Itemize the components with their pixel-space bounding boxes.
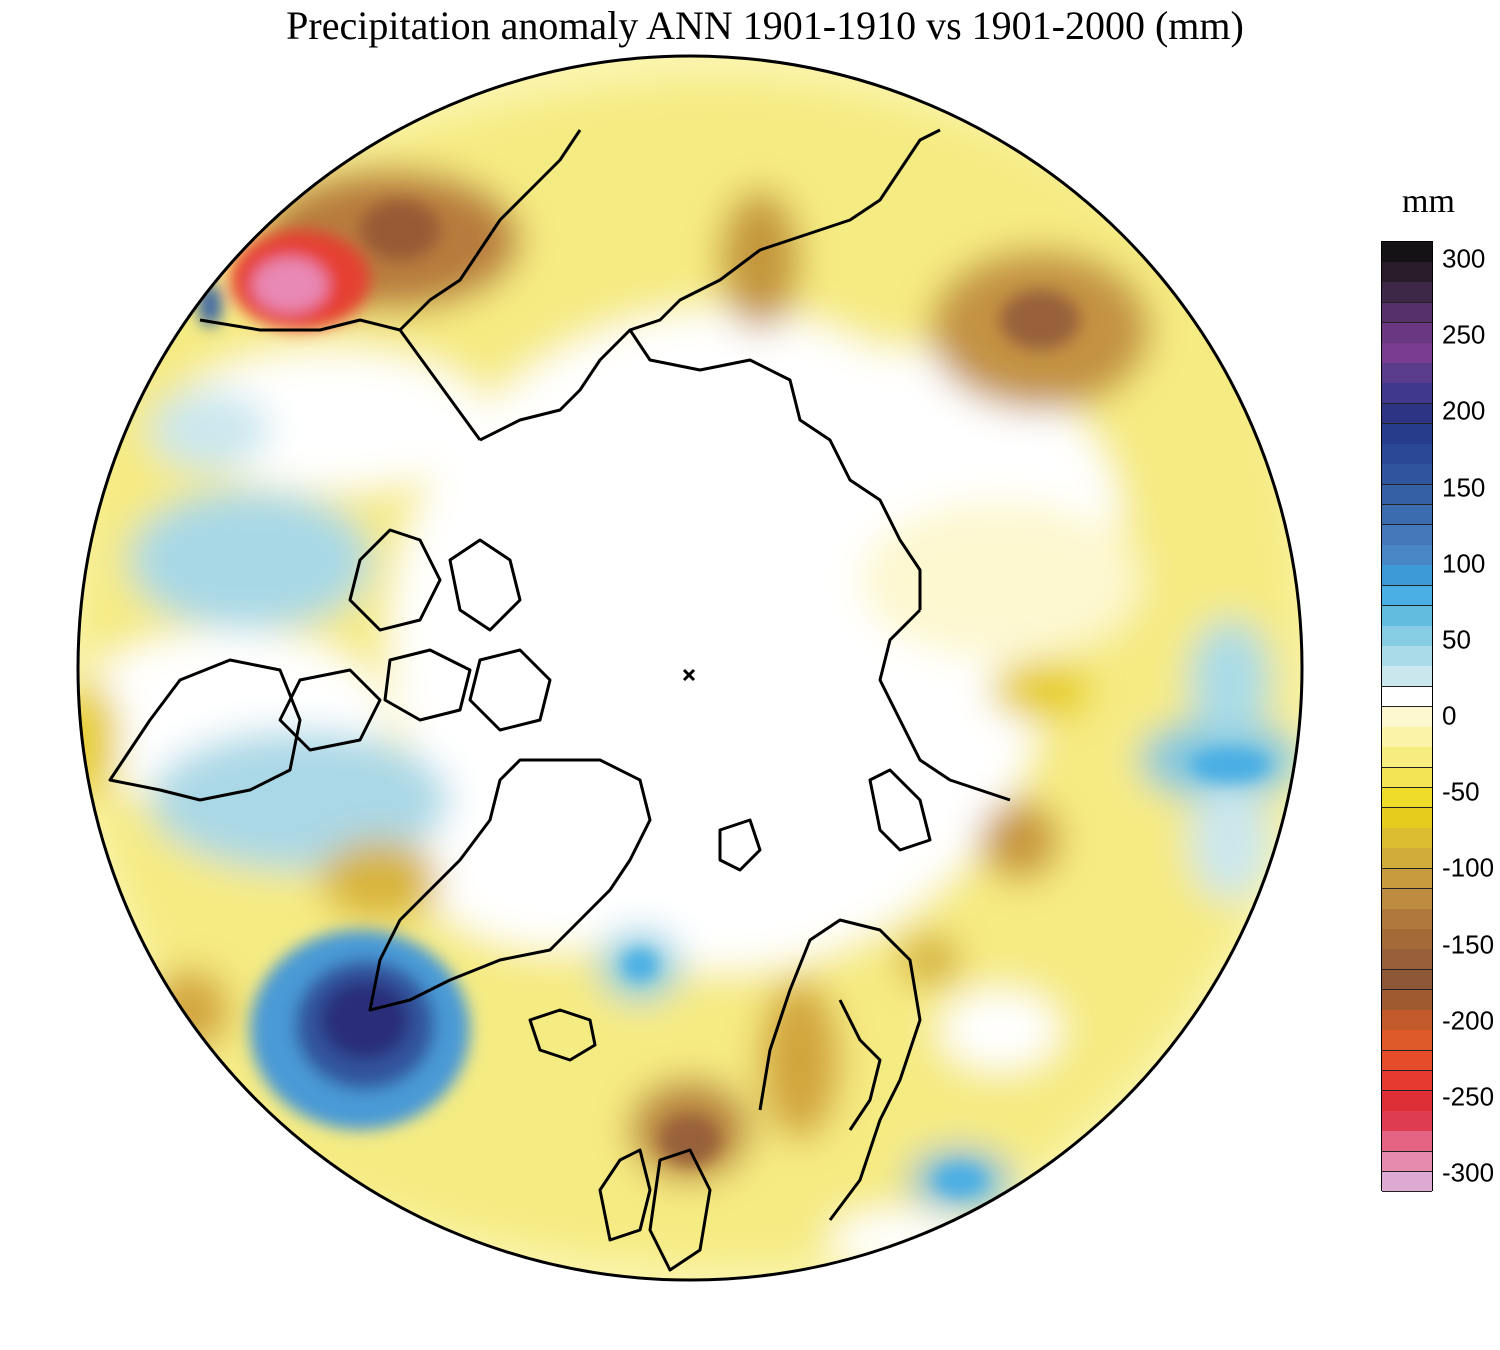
colorbar-segment (1382, 363, 1432, 384)
anomaly-field (78, 56, 1302, 1280)
colorbar-segment (1382, 262, 1432, 283)
colorbar-tick-label: -300 (1442, 1157, 1495, 1188)
colorbar-segment (1382, 383, 1432, 405)
colorbar-segment (1382, 848, 1432, 870)
colorbar-segment (1382, 282, 1432, 304)
colorbar-segment (1382, 605, 1432, 627)
colorbar-segment (1382, 1090, 1432, 1112)
map-title: Precipitation anomaly ANN 1901-1910 vs 1… (286, 3, 1244, 48)
colorbar-segment (1382, 1171, 1432, 1193)
colorbar-tick-label: 250 (1442, 319, 1486, 350)
colorbar-segment (1382, 322, 1432, 344)
colorbar-segment (1382, 1070, 1432, 1092)
colorbar-segment (1382, 767, 1432, 789)
map-boundary (76, 54, 1304, 1282)
colorbar-segment (1382, 1010, 1432, 1031)
colorbar-segment (1382, 444, 1432, 465)
colorbar-segment (1382, 1050, 1432, 1072)
colorbar-tick-label: 200 (1442, 395, 1486, 426)
colorbar-segment (1382, 343, 1432, 364)
colorbar-segment (1382, 666, 1432, 688)
colorbar-segment (1382, 242, 1432, 263)
colorbar-tick-label: -200 (1442, 1005, 1495, 1036)
coastlines (108, 128, 1011, 1272)
colorbar-segment (1382, 929, 1432, 950)
colorbar-tick-label: 100 (1442, 548, 1486, 579)
colorbar-segment (1382, 423, 1432, 445)
colorbar-segment (1382, 646, 1432, 667)
colorbar-tick-label: 0 (1442, 700, 1457, 731)
colorbar-segment (1382, 1151, 1432, 1173)
colorbar-segment (1382, 1030, 1432, 1051)
colorbar-segment (1382, 727, 1432, 748)
colorbar-segment (1382, 484, 1432, 506)
colorbar-tick-label: 150 (1442, 472, 1486, 502)
colorbar (1381, 241, 1433, 1193)
colorbar-segment (1382, 909, 1432, 930)
colorbar-tick-label: 300 (1442, 243, 1486, 274)
colorbar-segment (1382, 545, 1432, 566)
colorbar-segment (1382, 828, 1432, 849)
colorbar-segment (1382, 302, 1432, 324)
colorbar-segment (1382, 706, 1432, 728)
colorbar-segment (1382, 807, 1432, 829)
colorbar-segment (1382, 868, 1432, 890)
colorbar-segment (1382, 747, 1432, 769)
colorbar-segment (1382, 989, 1432, 1011)
colorbar-segment (1382, 504, 1432, 526)
colorbar-segment (1382, 524, 1432, 546)
colorbar-segment (1382, 403, 1432, 425)
colorbar-tick-label: -100 (1442, 852, 1495, 883)
colorbar-segment (1382, 565, 1432, 587)
colorbar-segment (1382, 686, 1432, 708)
colorbar-segment (1382, 1131, 1432, 1153)
colorbar-segment (1382, 888, 1432, 910)
colorbar-segment (1382, 626, 1432, 647)
colorbar-segment (1382, 1111, 1432, 1132)
colorbar-segment (1382, 969, 1432, 991)
anomaly-cores (198, 200, 1270, 1195)
colorbar-tick-label: -50 (1442, 776, 1480, 807)
colorbar-tick-label: 50 (1442, 624, 1471, 655)
colorbar-tick-label: -150 (1442, 929, 1495, 959)
colorbar-segment (1382, 464, 1432, 486)
colorbar-unit: mm (1402, 183, 1455, 220)
colorbar-segment (1382, 787, 1432, 809)
colorbar-tick-label: -250 (1442, 1081, 1495, 1112)
colorbar-segment (1382, 949, 1432, 971)
colorbar-segment (1382, 585, 1432, 607)
